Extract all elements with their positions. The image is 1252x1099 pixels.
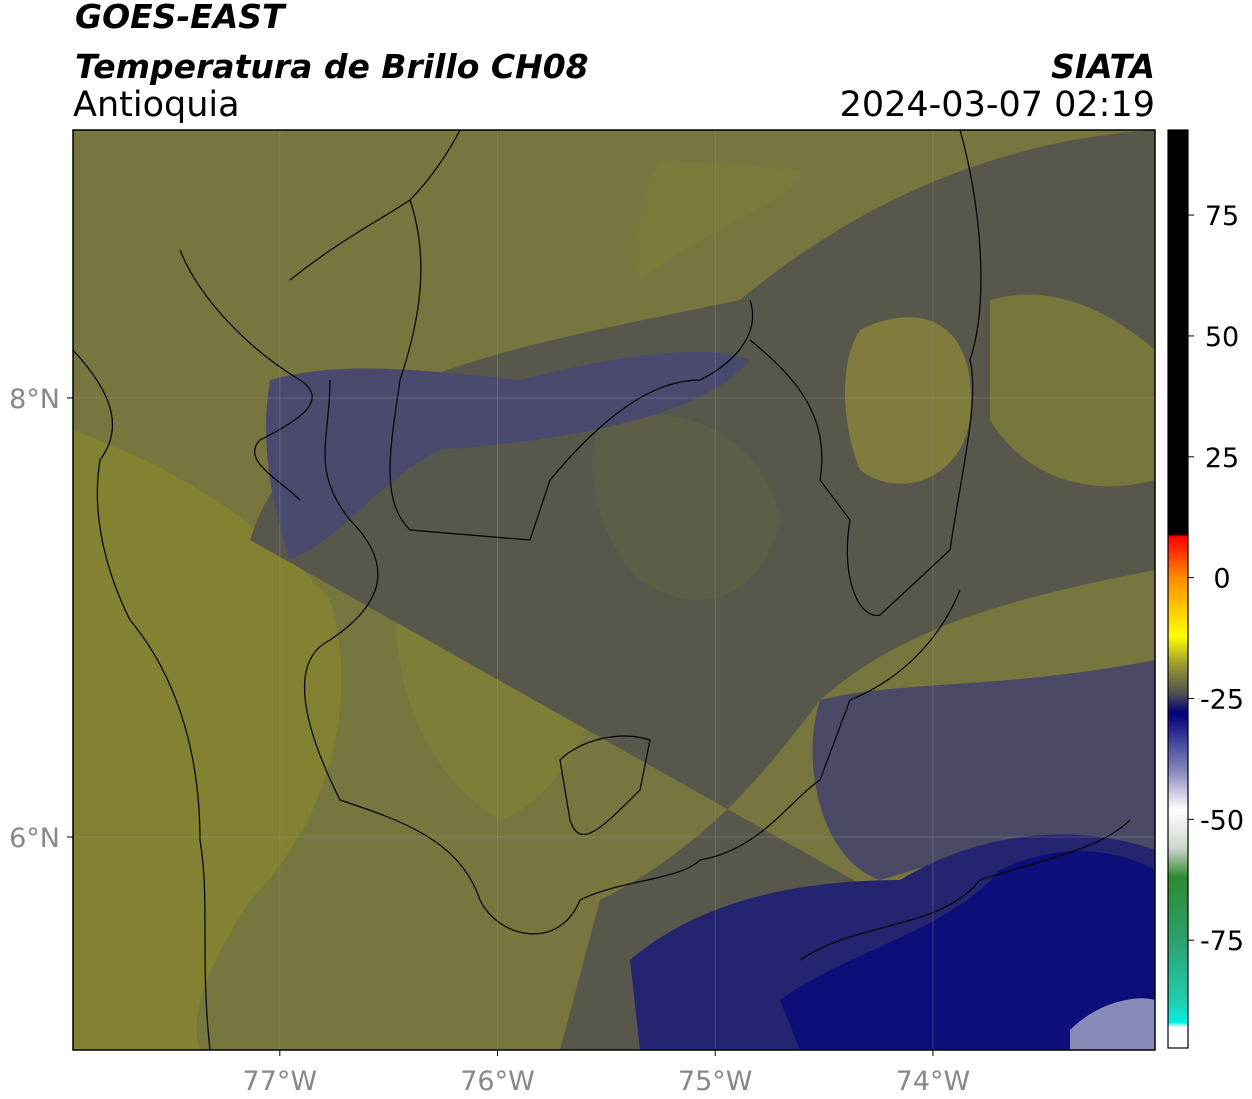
region: Antioquia	[73, 85, 240, 125]
map-frame	[72, 129, 1156, 1051]
x-tick-label: 76°W	[460, 1066, 535, 1097]
y-tick-label: 6°N	[9, 823, 60, 854]
x-tick-label: 75°W	[678, 1066, 753, 1097]
colorbar-tick-label: -50	[1200, 805, 1244, 836]
colorbar-tick-label: -75	[1200, 926, 1244, 957]
agency: SIATA	[1051, 47, 1155, 86]
x-tick-label: 77°W	[243, 1066, 318, 1097]
colorbar-tick-label: -25	[1200, 684, 1244, 715]
subtitle: Temperatura de Brillo CH08	[75, 47, 589, 86]
colorbar-tick-label: 50	[1205, 322, 1239, 353]
x-tick-label: 74°W	[896, 1066, 971, 1097]
datetime: 2024-03-07 02:19	[840, 85, 1155, 125]
map-grid	[73, 130, 1155, 1050]
y-tick-label: 8°N	[9, 384, 60, 415]
title: GOES-EAST	[75, 0, 287, 36]
colorbar-tick-label: 0	[1213, 564, 1230, 595]
colorbar-tick-label: 25	[1205, 443, 1239, 474]
colorbar-tick-label: 75	[1205, 201, 1239, 232]
satellite-image	[73, 130, 1155, 1050]
colorbar	[1167, 129, 1189, 1049]
